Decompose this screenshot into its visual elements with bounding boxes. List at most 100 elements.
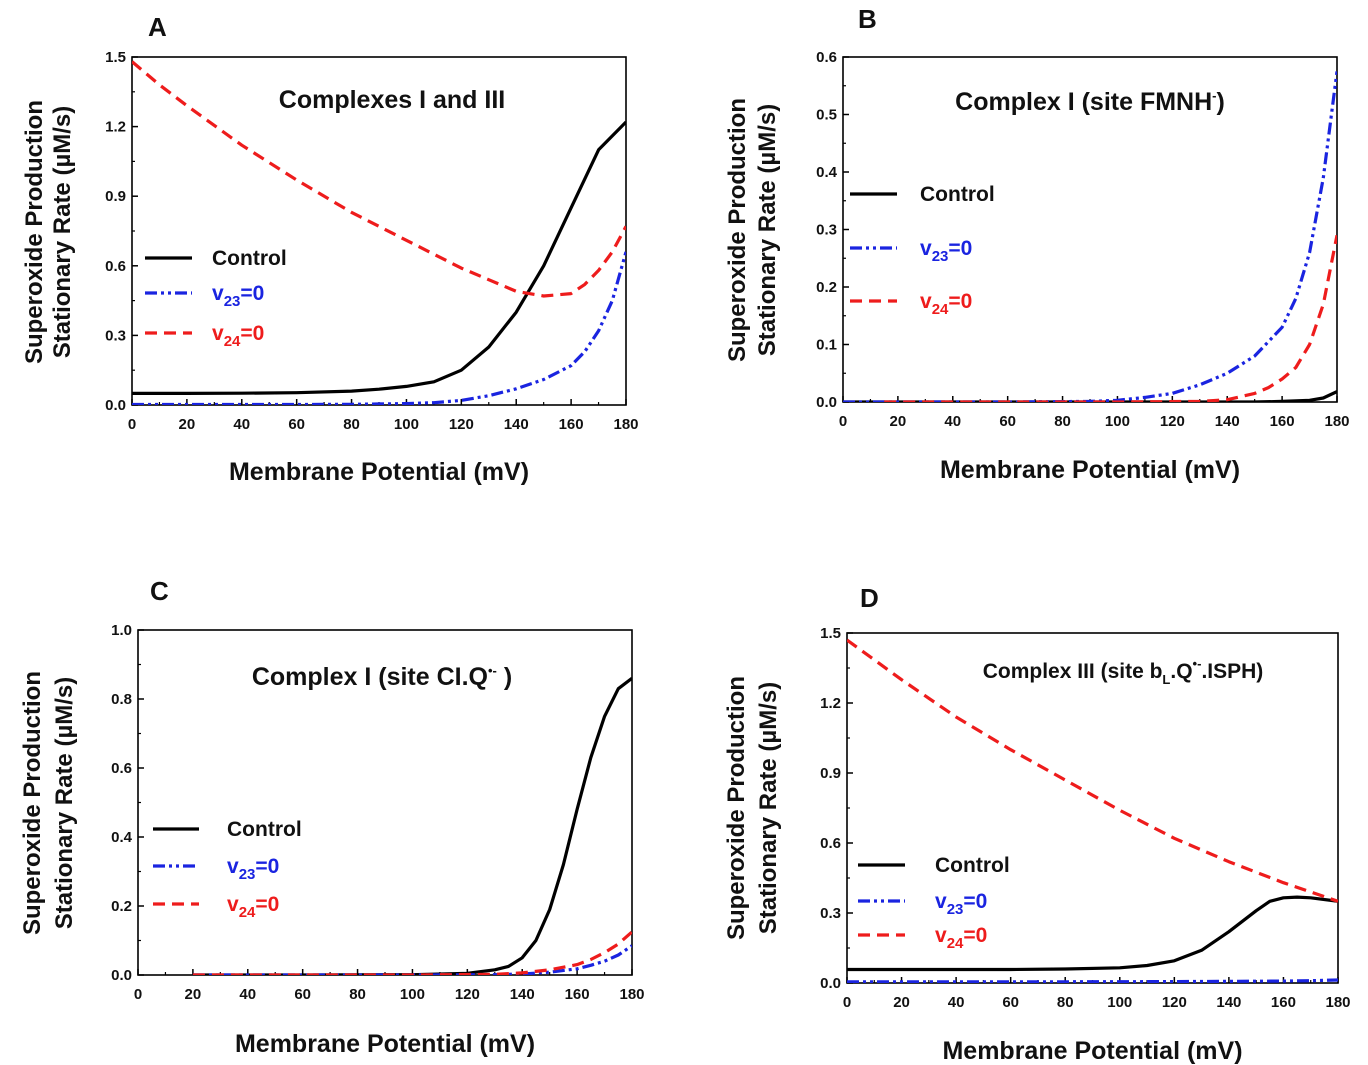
- y-tick-label: 0.6: [820, 835, 841, 852]
- x-tick-label: 40: [233, 416, 250, 433]
- x-tick-label: 180: [1325, 994, 1350, 1011]
- y-tick-label: 0.3: [105, 327, 126, 344]
- x-tick-label: 180: [1324, 413, 1349, 430]
- y-tick-label: 1.0: [111, 622, 132, 639]
- series-group: [847, 638, 1338, 983]
- x-tick-label: 160: [565, 986, 590, 1003]
- y-tick-label: 1.2: [820, 695, 841, 712]
- panel-d: D 0.0 0.3 0.6 0.9 1.2 1.5 0 20 40 60 80 100 120 140 160…: [723, 583, 1351, 1065]
- x-tick-label: 180: [613, 416, 638, 433]
- x-tick-label: 20: [890, 413, 907, 430]
- x-tick-label: 20: [179, 416, 196, 433]
- y-tick-label: 0.9: [820, 765, 841, 782]
- y-tick-label: 0.5: [816, 107, 837, 124]
- y-ticks: 0.0 0.3 0.6 0.9 1.2 1.5: [105, 49, 138, 414]
- x-tick-label: 160: [559, 416, 584, 433]
- x-tick-label: 20: [893, 994, 910, 1011]
- y-tick-label: 0.6: [111, 760, 132, 777]
- y-ticks: 0.0 0.3 0.6 0.9 1.2 1.5: [820, 625, 853, 992]
- y-tick-label: 0.0: [111, 967, 132, 984]
- legend-label-v24: v24=0: [920, 290, 972, 318]
- x-tick-label: 60: [294, 986, 311, 1003]
- y-axis-title-line: Stationary Rate (µM/s): [754, 104, 781, 357]
- legend-label-v24: v24=0: [227, 893, 279, 921]
- legend: Control v23=0 v24=0: [153, 818, 302, 921]
- y-tick-label: 0.1: [816, 337, 837, 354]
- x-ticks: 0 20 40 60 80 100 120 140 160 180: [134, 969, 645, 1003]
- x-tick-label: 160: [1271, 994, 1296, 1011]
- x-tick-label: 80: [1054, 413, 1071, 430]
- x-tick-label: 100: [394, 416, 419, 433]
- y-tick-label: 0.4: [111, 829, 133, 846]
- legend: Control v23=0 v24=0: [850, 183, 995, 318]
- x-tick-label: 0: [128, 416, 136, 433]
- x-axis-title: Membrane Potential (mV): [235, 1030, 535, 1058]
- y-tick-label: 0.3: [820, 905, 841, 922]
- y-ticks: 0.0 0.1 0.2 0.3 0.4 0.5 0.6: [816, 49, 849, 411]
- legend-label-control: Control: [227, 818, 302, 841]
- chart-title: Complexes I and III: [279, 86, 505, 114]
- legend-label-control: Control: [920, 183, 995, 206]
- x-tick-label: 60: [1002, 994, 1019, 1011]
- x-ticks: 0 20 40 60 80 100 120 140 160 180: [839, 396, 1350, 430]
- series-line-v24: [884, 234, 1337, 402]
- chart-title: Complex I (site CI.Q•- ): [252, 663, 512, 691]
- panel-a: A 0.0 0.3 0.6 0.9 1.2 1.5 0 20 40 60 80 100 120 140 160…: [21, 12, 639, 486]
- y-axis-title-line: Superoxide Production: [21, 100, 48, 364]
- x-tick-label: 100: [1105, 413, 1130, 430]
- y-ticks: 0.0 0.2 0.4 0.6 0.8 1.0: [111, 622, 144, 984]
- y-axis-title-line: Superoxide Production: [724, 98, 751, 362]
- legend-label-v23: v23=0: [935, 890, 987, 918]
- y-axis-title-line: Superoxide Production: [19, 671, 46, 935]
- y-tick-label: 0.0: [820, 975, 841, 992]
- panel-letter: C: [150, 576, 169, 606]
- x-tick-label: 20: [185, 986, 202, 1003]
- legend-label-v23: v23=0: [212, 282, 264, 310]
- x-tick-label: 120: [455, 986, 480, 1003]
- series-group: [192, 677, 632, 975]
- x-axis-title: Membrane Potential (mV): [940, 456, 1240, 484]
- panel-b: B 0.0 0.1 0.2 0.3 0.4 0.5 0.6 0 20 40 60 80 100 120 140…: [724, 4, 1350, 484]
- series-group: [132, 60, 626, 405]
- panel-c: C 0.0 0.2 0.4 0.6 0.8 1.0 0 20 40 60 80 100 120 140 160…: [19, 576, 645, 1058]
- legend-label-control: Control: [935, 854, 1010, 877]
- x-tick-label: 0: [843, 994, 851, 1011]
- panel-letter: D: [860, 583, 879, 613]
- series-line-v23: [132, 251, 626, 405]
- series-line-v23: [843, 71, 1337, 402]
- y-tick-label: 0.0: [105, 397, 126, 414]
- y-tick-label: 0.0: [816, 394, 837, 411]
- series-line-v24: [132, 60, 626, 298]
- x-tick-label: 100: [1107, 994, 1132, 1011]
- x-tick-label: 140: [1215, 413, 1240, 430]
- x-tick-label: 0: [839, 413, 847, 430]
- y-axis-title-line: Stationary Rate (µM/s): [49, 106, 76, 359]
- x-tick-label: 140: [1216, 994, 1241, 1011]
- series-line-control: [843, 390, 1337, 402]
- x-tick-label: 40: [239, 986, 256, 1003]
- x-tick-label: 80: [343, 416, 360, 433]
- x-tick-label: 120: [1162, 994, 1187, 1011]
- legend-label-v24: v24=0: [212, 322, 264, 350]
- y-tick-label: 1.5: [105, 49, 126, 66]
- x-tick-label: 100: [400, 986, 425, 1003]
- y-tick-label: 1.2: [105, 119, 126, 136]
- legend: Control v23=0 v24=0: [858, 854, 1010, 952]
- y-axis-title-line: Superoxide Production: [723, 676, 750, 940]
- x-tick-label: 140: [504, 416, 529, 433]
- series-line-v24: [192, 930, 632, 975]
- x-tick-label: 120: [1160, 413, 1185, 430]
- y-axis-title-line: Stationary Rate (µM/s): [51, 677, 78, 930]
- x-tick-label: 120: [449, 416, 474, 433]
- y-tick-label: 0.9: [105, 188, 126, 205]
- y-tick-label: 1.5: [820, 625, 841, 642]
- y-tick-label: 0.6: [105, 258, 126, 275]
- panel-letter: B: [858, 4, 877, 34]
- panel-letter: A: [148, 12, 167, 42]
- x-tick-label: 40: [944, 413, 961, 430]
- legend-label-v24: v24=0: [935, 924, 987, 952]
- legend-label-v23: v23=0: [920, 237, 972, 265]
- x-tick-label: 180: [619, 986, 644, 1003]
- x-tick-label: 60: [288, 416, 305, 433]
